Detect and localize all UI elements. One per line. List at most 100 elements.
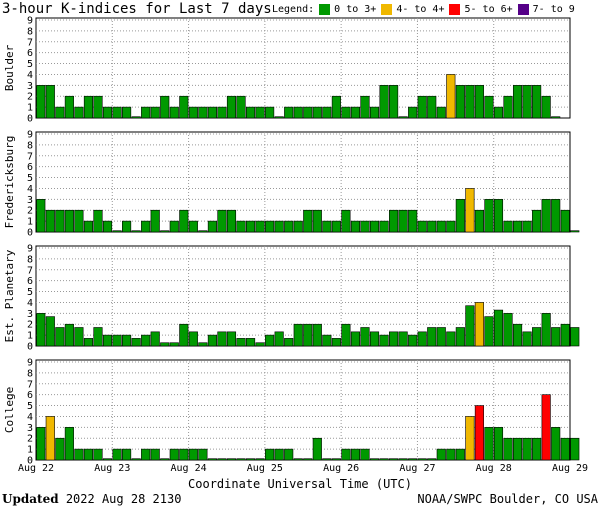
y-tick-label: 8	[27, 368, 33, 379]
kp-bar	[389, 209, 399, 233]
kp-bar	[150, 209, 160, 233]
kp-bar	[512, 323, 523, 347]
legend-swatch-yellow	[381, 4, 393, 15]
y-tick-label: 3	[27, 195, 33, 206]
x-tick-label: Aug 24	[171, 463, 207, 474]
kp-bar	[169, 106, 179, 119]
kp-bar	[303, 458, 313, 461]
kp-bar	[551, 327, 561, 347]
kp-bar	[398, 209, 408, 233]
kp-bar	[389, 331, 399, 347]
kp-bar	[312, 106, 322, 119]
kp-bar	[274, 331, 284, 347]
kp-bar	[484, 199, 494, 233]
kp-bar	[226, 331, 237, 347]
x-tick-label: Aug 29	[552, 463, 588, 474]
chart-title: 3-hour K-indices for Last 7 days	[2, 1, 272, 17]
kp-bar	[207, 220, 217, 233]
kp-bar	[322, 458, 332, 461]
kp-bar	[560, 209, 570, 233]
y-tick-label: 8	[27, 254, 33, 265]
kp-bar	[465, 416, 475, 461]
panel-title: Est. Planetary	[3, 249, 16, 342]
kp-bar	[512, 437, 523, 461]
kp-bar	[465, 305, 475, 347]
kp-bar	[360, 327, 370, 347]
y-tick-label: 3	[27, 423, 33, 434]
kp-bar	[141, 334, 151, 347]
kp-bar	[522, 437, 532, 461]
kp-bar	[207, 458, 217, 461]
kp-bar	[226, 209, 237, 233]
y-tick-label: 0	[27, 228, 33, 239]
y-tick-label: 4	[27, 184, 33, 195]
y-tick-label: 1	[27, 103, 33, 114]
kp-bar	[74, 448, 84, 461]
kp-bar	[150, 106, 160, 119]
y-tick-label: 1	[27, 217, 33, 228]
y-tick-label: 3	[27, 81, 33, 92]
kp-bar	[188, 331, 198, 347]
kp-bar	[427, 458, 437, 461]
kp-bar	[284, 106, 294, 119]
kp-bar	[570, 437, 580, 461]
kp-bar	[45, 316, 55, 347]
kp-bar	[83, 448, 94, 461]
kp-bar	[350, 448, 361, 461]
kp-bar	[93, 448, 103, 461]
kp-bar	[436, 327, 446, 347]
kp-bar	[503, 437, 513, 461]
kp-bar	[36, 85, 46, 119]
kp-bar	[55, 327, 65, 347]
kp-bar	[408, 334, 418, 347]
kp-bar	[379, 458, 389, 461]
kp-bar	[503, 313, 513, 347]
kp-bar	[570, 230, 580, 233]
kp-bar	[446, 220, 456, 233]
kp-bar	[350, 331, 361, 347]
kp-bar	[427, 220, 437, 233]
kp-bar	[417, 95, 427, 119]
x-axis-title: Coordinate Universal Time (UTC)	[188, 477, 412, 491]
kp-bar	[484, 427, 494, 461]
y-tick-label: 9	[27, 244, 33, 255]
updated-label: Updated	[2, 492, 59, 506]
y-tick-label: 2	[27, 206, 33, 217]
y-tick-label: 9	[27, 358, 33, 369]
kp-bar	[560, 437, 570, 461]
kp-bar	[408, 209, 418, 233]
y-tick-label: 5	[27, 287, 33, 298]
kp-bar	[341, 323, 351, 347]
kp-bar	[179, 209, 189, 233]
kp-bar	[265, 334, 275, 347]
kp-bar	[455, 85, 465, 119]
kp-bar	[122, 220, 132, 233]
kp-bar	[417, 220, 427, 233]
kp-bar	[474, 302, 484, 347]
kp-bar	[455, 448, 465, 461]
kp-bar	[293, 106, 303, 119]
kp-bar	[436, 106, 446, 119]
kp-bar	[360, 448, 370, 461]
kp-bar	[122, 106, 132, 119]
kp-bar	[217, 209, 227, 233]
kp-bar	[131, 338, 141, 347]
kp-bar	[74, 209, 84, 233]
kp-bar	[398, 331, 408, 347]
kp-bar	[45, 209, 55, 233]
legend-item-2: 5- to 6+	[464, 4, 513, 15]
y-tick-label: 7	[27, 379, 33, 390]
kp-bar	[293, 458, 303, 461]
kp-bar	[236, 220, 246, 233]
kp-bar	[331, 458, 341, 461]
kp-bar	[331, 95, 341, 119]
kp-bar	[179, 95, 189, 119]
kp-bar	[503, 95, 513, 119]
y-tick-label: 6	[27, 276, 33, 287]
kp-bar	[389, 85, 399, 119]
y-tick-label: 0	[27, 456, 33, 467]
y-tick-label: 9	[27, 16, 33, 27]
kp-bar	[417, 331, 427, 347]
kp-bar	[141, 448, 151, 461]
